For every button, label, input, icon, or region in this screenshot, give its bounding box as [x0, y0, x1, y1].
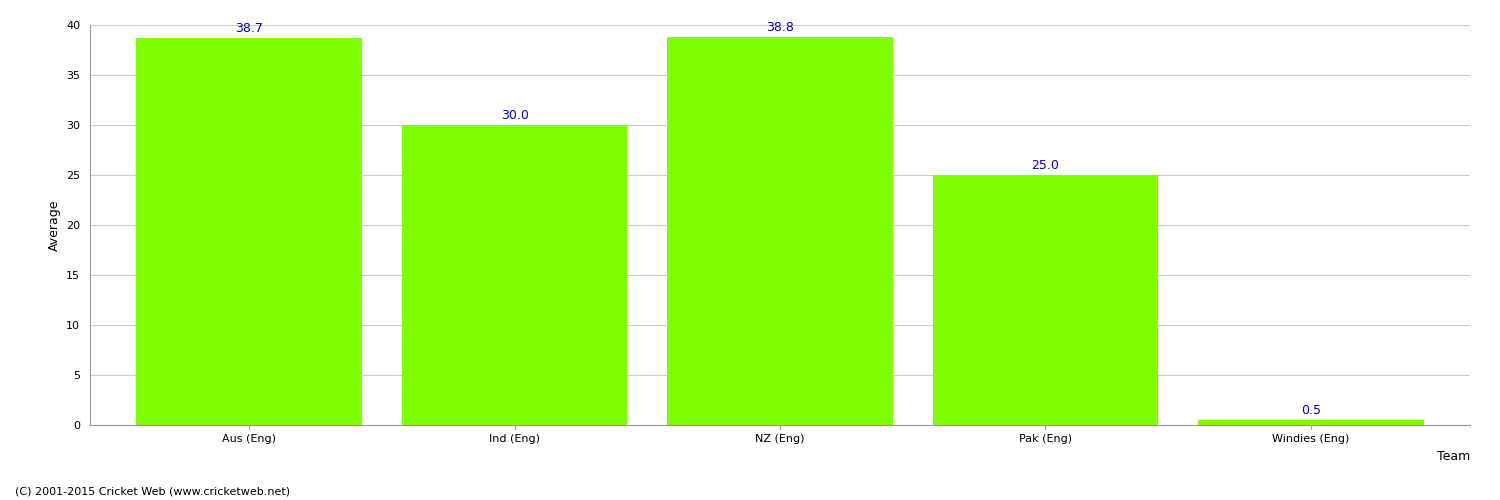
Text: 38.7: 38.7: [236, 22, 262, 35]
Text: 30.0: 30.0: [501, 109, 528, 122]
Bar: [136, 38, 362, 425]
Bar: [402, 125, 627, 425]
Bar: [1198, 420, 1423, 425]
Bar: [933, 175, 1158, 425]
Text: 25.0: 25.0: [1032, 159, 1059, 172]
Text: 38.8: 38.8: [766, 21, 794, 34]
Bar: [668, 37, 892, 425]
X-axis label: Team: Team: [1437, 450, 1470, 462]
Text: (C) 2001-2015 Cricket Web (www.cricketweb.net): (C) 2001-2015 Cricket Web (www.cricketwe…: [15, 487, 290, 497]
Text: 0.5: 0.5: [1300, 404, 1322, 417]
Y-axis label: Average: Average: [48, 199, 60, 251]
